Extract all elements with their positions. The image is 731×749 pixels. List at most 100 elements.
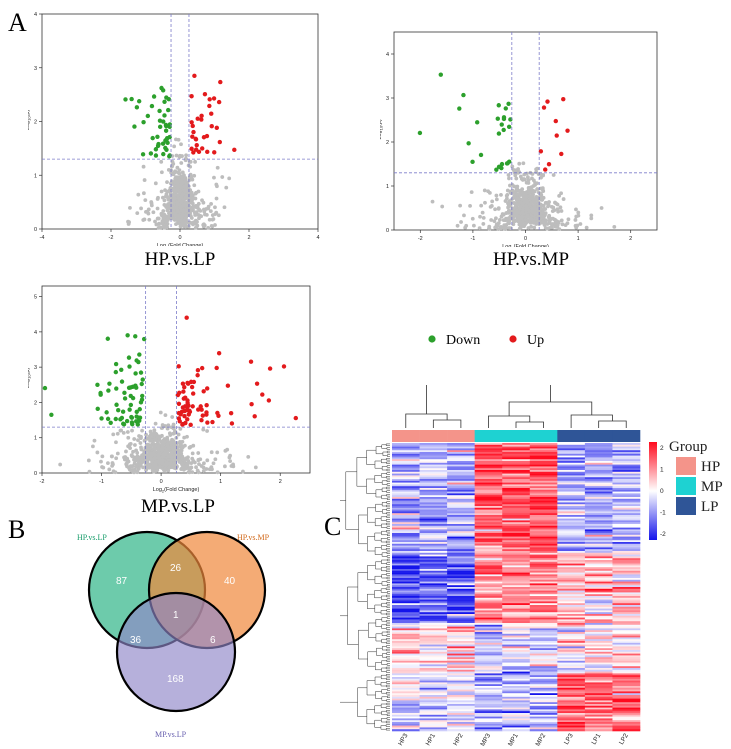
down-point <box>113 369 119 375</box>
heatmap-cell <box>557 698 586 701</box>
heatmap-cell <box>474 457 503 460</box>
heatmap-cell <box>502 457 531 460</box>
heatmap-cell <box>447 488 475 491</box>
heatmap-cell <box>584 603 613 606</box>
gray-point <box>546 204 550 209</box>
heatmap-cell <box>557 484 586 487</box>
heatmap-cell <box>419 549 448 552</box>
heatmap-cell <box>529 612 558 615</box>
heatmap-cell <box>557 565 586 568</box>
heatmap-cell <box>557 633 586 636</box>
heatmap-cell <box>529 518 558 521</box>
heatmap-cell <box>447 540 475 543</box>
heatmap-cell <box>557 459 586 462</box>
heatmap-cell <box>447 498 475 501</box>
heatmap-cell <box>584 470 613 473</box>
y-tick-label: 4 <box>34 330 37 336</box>
heatmap-cell <box>502 516 531 519</box>
heatmap-cell <box>502 651 531 654</box>
heatmap-cell <box>502 716 531 719</box>
heatmap-cell <box>447 468 475 471</box>
heatmap-cell <box>419 624 448 627</box>
heatmap-cell <box>502 545 531 548</box>
heatmap-cell <box>529 556 558 559</box>
heatmap-cell <box>529 452 558 455</box>
heatmap-cell <box>419 484 448 487</box>
heatmap-cell <box>584 473 613 476</box>
heatmap-cell <box>584 540 613 543</box>
heatmap-cell <box>557 677 586 680</box>
up-point <box>176 401 182 407</box>
heatmap-cell <box>529 662 558 665</box>
heatmap-cell <box>584 614 613 617</box>
heatmap-cell <box>612 624 641 627</box>
gray-point <box>497 217 502 222</box>
heatmap-cell <box>584 637 613 640</box>
heatmap-cell <box>584 635 613 638</box>
heatmap-cell <box>419 696 448 699</box>
heatmap-cell <box>419 507 448 510</box>
heatmap-cell <box>584 506 613 509</box>
gray-point <box>147 217 152 222</box>
heatmap-cell <box>557 612 586 615</box>
heatmap-cell <box>447 716 475 719</box>
gray-point <box>144 209 148 214</box>
heatmap-cell <box>419 635 448 638</box>
heatmap-cell <box>529 698 558 701</box>
gray-point <box>612 224 617 229</box>
heatmap-cell <box>474 599 503 602</box>
heatmap-cell <box>557 585 586 588</box>
gray-point <box>136 438 140 443</box>
gray-point <box>87 469 92 474</box>
heatmap-cell <box>529 720 558 723</box>
down-point <box>108 420 113 425</box>
heatmap-cell <box>392 511 420 514</box>
heatmap-cell <box>474 702 503 705</box>
heatmap-cell <box>612 498 641 501</box>
heatmap-cell <box>584 686 613 689</box>
heatmap-cell <box>392 597 420 600</box>
down-point <box>499 165 504 171</box>
gray-point <box>178 426 183 431</box>
heatmap-cell <box>584 723 613 726</box>
gray-point <box>531 188 535 193</box>
down-point <box>129 420 135 425</box>
heatmap-cell <box>447 518 475 521</box>
heatmap-cell <box>557 567 586 570</box>
heatmap-cell <box>612 444 641 447</box>
down-point <box>135 422 140 427</box>
heatmap-cell <box>419 462 448 465</box>
gray-point <box>512 193 517 198</box>
heatmap-cell <box>502 707 531 710</box>
heatmap-cell <box>612 675 641 678</box>
heatmap-cell <box>392 646 420 649</box>
heatmap-cell <box>612 567 641 570</box>
heatmap-cell <box>447 563 475 566</box>
up-point <box>545 99 550 104</box>
heatmap-cell <box>474 682 503 685</box>
heatmap-cell <box>612 727 641 730</box>
gray-point <box>179 195 184 199</box>
down-point <box>155 134 160 140</box>
heatmap-cell <box>529 671 558 674</box>
heatmap-cell <box>529 509 558 512</box>
gray-point <box>550 222 554 227</box>
heatmap-cell <box>584 549 613 552</box>
heatmap-cell <box>529 471 558 474</box>
heatmap-cell <box>612 466 641 469</box>
heatmap-cell <box>612 686 641 689</box>
down-point <box>120 409 126 414</box>
gray-point <box>187 159 192 164</box>
heatmap-cell <box>557 513 586 516</box>
heatmap-cell <box>502 684 531 687</box>
heatmap-cell <box>474 693 503 696</box>
heatmap-cell <box>392 668 420 671</box>
gray-point <box>223 448 228 453</box>
heatmap-cell <box>447 689 475 692</box>
gray-point <box>536 201 541 206</box>
heatmap-cell <box>392 450 420 453</box>
heatmap-cell <box>392 671 420 674</box>
heatmap-cell <box>447 583 475 586</box>
gray-point <box>130 428 134 433</box>
heatmap-cell <box>447 626 475 629</box>
